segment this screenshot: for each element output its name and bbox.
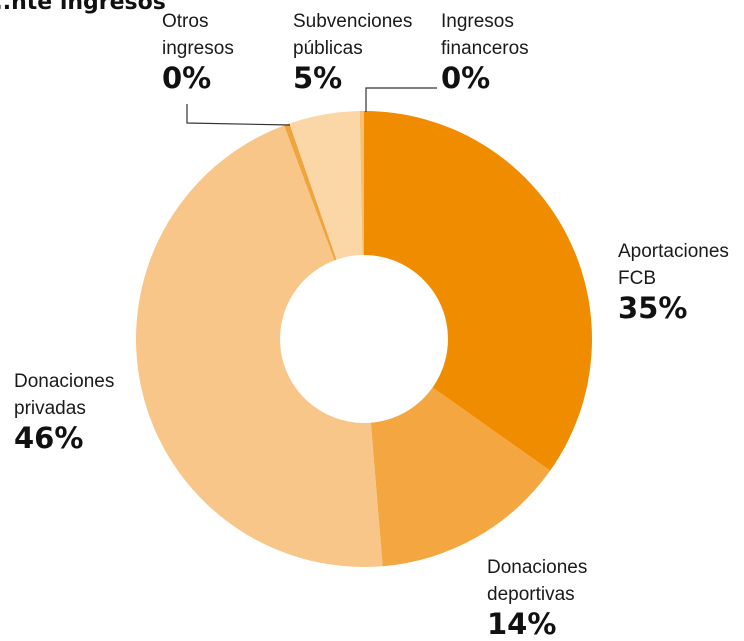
slice-label-aportaciones-fcb: Aportaciones FCB 35%: [618, 238, 729, 325]
slice-label-name: financeros: [441, 38, 529, 59]
slice-label-name: Ingresos: [441, 11, 514, 32]
leader-line-otros-ingresos: [186, 104, 291, 126]
slice-percent-label: 0%: [441, 61, 491, 95]
slice-percent-label: 0%: [162, 61, 212, 95]
slice-donaciones-deportivas: [370, 387, 551, 567]
slice-label-name: FCB: [618, 268, 656, 289]
slice-donaciones-privadas: [136, 125, 383, 567]
slice-label-subvenciones-publicas: Subvenciones públicas 5%: [293, 8, 412, 95]
slice-aportaciones-fcb: [364, 111, 592, 471]
slice-percent-label: 14%: [487, 607, 557, 641]
slice-label-name: deportivas: [487, 584, 575, 605]
slice-percent-label: 35%: [618, 291, 688, 325]
slice-label-name: privadas: [14, 398, 86, 419]
slice-label-name: Otros: [162, 11, 209, 32]
leader-line-ingresos-financeros: [365, 87, 437, 112]
slice-percent-label: 5%: [293, 61, 343, 95]
slice-percent-label: 46%: [14, 421, 84, 455]
slice-label-otros-ingresos: Otros ingresos 0%: [162, 8, 234, 95]
slice-otros-ingresos: [284, 123, 337, 261]
slice-label-donaciones-deportivas: Donaciones deportivas 14%: [487, 554, 587, 641]
slice-label-name: Aportaciones: [618, 241, 729, 262]
slice-label-name: Donaciones: [487, 557, 588, 578]
slice-label-ingresos-financeros: Ingresos financeros 0%: [441, 8, 529, 95]
slice-label-name: ingresos: [162, 38, 234, 59]
slice-label-donaciones-privadas: Donaciones privadas 46%: [14, 368, 114, 455]
chart-title: ...nte ingresos: [0, 0, 166, 15]
slice-label-name: públicas: [293, 38, 363, 59]
slice-subvenciones-p-blicas: [289, 111, 363, 260]
slice-label-name: Donaciones: [14, 371, 115, 392]
slice-label-name: Subvenciones: [293, 11, 413, 32]
slice-ingresos-financeros: [359, 111, 364, 256]
